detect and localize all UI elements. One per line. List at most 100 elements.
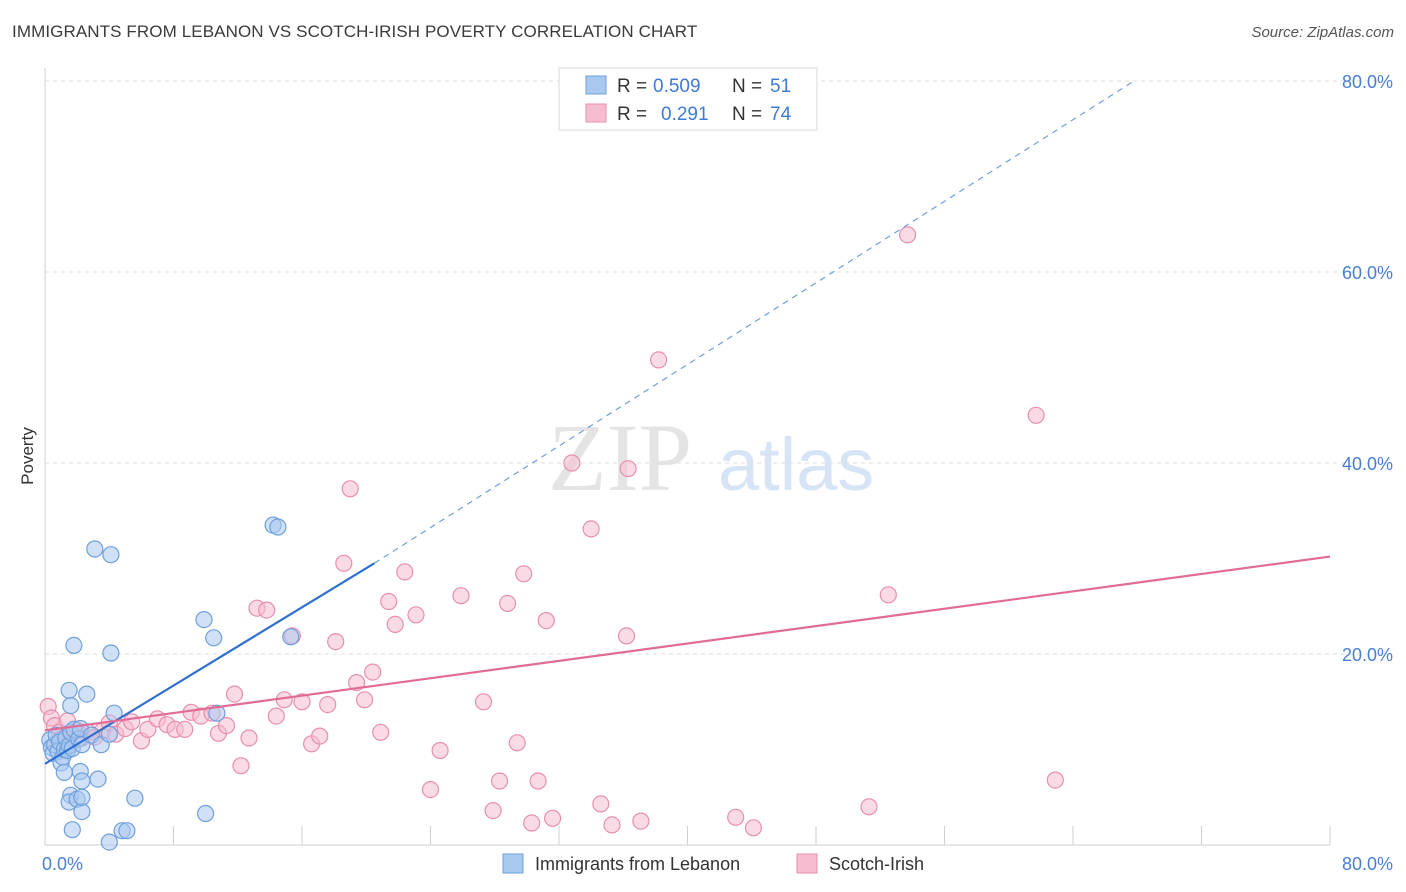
chart-title: IMMIGRANTS FROM LEBANON VS SCOTCH-IRISH … (12, 22, 698, 41)
scotch-irish-point-27 (225, 685, 244, 703)
legend-swatch-scotch-irish (585, 103, 607, 123)
scotch-irish-point-31 (258, 601, 276, 619)
y-tick-label-1: 40.0% (1342, 454, 1393, 474)
lebanon-point-37 (102, 644, 120, 662)
bottom-legend: Immigrants from Lebanon Scotch-Irish (502, 853, 924, 874)
lebanon-points (41, 516, 300, 851)
scotch-irish-points (39, 226, 1064, 837)
scotch-irish-point-71 (727, 808, 745, 826)
legend-n-label-1: N = (732, 76, 762, 97)
y-tick-label-0: 20.0% (1342, 645, 1393, 665)
lebanon-point-41 (118, 822, 136, 840)
scotch-irish-point-76 (1027, 406, 1045, 424)
lebanon-point-46 (208, 704, 226, 722)
scotch-irish-point-64 (582, 520, 600, 538)
scotch-irish-point-68 (619, 460, 637, 478)
scotch-irish-point-59 (523, 814, 541, 832)
scotch-irish-point-29 (240, 729, 258, 747)
lebanon-point-19 (78, 685, 96, 703)
lebanon-point-18 (60, 681, 78, 699)
scotch-irish-point-66 (603, 816, 621, 834)
lebanon-point-50 (100, 833, 118, 851)
scotch-irish-point-44 (364, 663, 382, 681)
scotch-irish-point-46 (380, 592, 398, 611)
scotch-irish-point-32 (267, 707, 285, 725)
scotch-irish-point-43 (356, 691, 374, 709)
scotch-irish-point-55 (491, 772, 509, 790)
scotch-irish-point-67 (617, 627, 636, 645)
lebanon-trend-line (44, 562, 375, 765)
legend-r-label-2: R = (617, 104, 647, 125)
legend-swatch-lebanon (585, 75, 607, 95)
scotch-irish-point-49 (407, 606, 425, 624)
lebanon-point-16 (55, 763, 73, 782)
scotch-irish-point-51 (431, 741, 449, 760)
lebanon-point-33 (89, 770, 107, 788)
bottom-legend-swatch-lebanon (502, 853, 524, 874)
scotch-irish-point-15 (123, 713, 141, 731)
lebanon-point-36 (102, 546, 120, 564)
lebanon-trend-extension (373, 80, 1135, 564)
scotch-irish-point-53 (474, 693, 493, 711)
scotch-irish-point-61 (537, 611, 555, 630)
scotch-irish-point-45 (372, 723, 390, 741)
legend-n-value-1: 51 (770, 76, 791, 97)
bottom-legend-label-lebanon: Immigrants from Lebanon (535, 854, 740, 874)
lebanon-point-17 (62, 696, 80, 715)
scotch-irish-point-35 (293, 693, 311, 711)
scotch-irish-point-73 (860, 798, 878, 816)
legend-n-label-2: N = (732, 104, 762, 125)
tick-labels: 20.0% 40.0% 60.0% 80.0% 0.0% 80.0% (42, 72, 1393, 874)
lebanon-point-42 (126, 789, 144, 807)
watermark: ZIP atlas (548, 404, 874, 511)
y-axis-title: Poverty (18, 427, 37, 485)
lebanon-point-48 (269, 518, 287, 536)
bottom-legend-label-scotch-irish: Scotch-Irish (829, 854, 924, 874)
scotch-irish-point-77 (1046, 771, 1064, 789)
scotch-irish-point-63 (563, 454, 581, 472)
scotch-irish-point-72 (744, 819, 763, 837)
scotch-irish-point-38 (319, 695, 337, 714)
scotch-irish-point-70 (649, 351, 668, 369)
scotch-irish-point-56 (499, 594, 517, 613)
scotch-irish-point-74 (879, 586, 897, 604)
lebanon-point-43 (195, 610, 213, 629)
y-tick-label-2: 60.0% (1342, 263, 1393, 283)
scotch-irish-point-75 (898, 226, 917, 244)
chart-source: Source: ZipAtlas.com (1251, 24, 1394, 41)
scotch-irish-point-37 (311, 727, 329, 745)
scotch-irish-point-41 (341, 480, 359, 498)
lebanon-point-29 (73, 772, 91, 790)
x-tick-label-0: 0.0% (42, 854, 83, 874)
grid-lines (45, 80, 1392, 655)
scotch-irish-point-28 (232, 757, 250, 775)
legend: R = 0.509 N = 51 R = 0.291 N = 74 (558, 67, 818, 131)
scotch-irish-point-57 (508, 734, 526, 752)
legend-r-value-1: 0.509 (653, 76, 701, 97)
scotch-irish-point-26 (217, 716, 236, 735)
scotch-irish-point-58 (515, 565, 533, 583)
lebanon-point-39 (100, 725, 118, 743)
bottom-legend-swatch-scotch-irish (796, 853, 818, 874)
scotch-irish-point-39 (327, 632, 345, 651)
scotch-irish-point-21 (176, 720, 194, 739)
legend-r-label-1: R = (617, 76, 647, 97)
scotch-irish-point-52 (452, 587, 470, 605)
lebanon-point-31 (73, 788, 91, 806)
trend-lines (44, 80, 1331, 765)
scotch-irish-point-60 (529, 772, 547, 790)
watermark-atlas: atlas (718, 423, 874, 506)
scotch-irish-point-42 (348, 673, 366, 692)
scotch-irish-point-65 (592, 795, 610, 813)
lebanon-point-30 (73, 802, 91, 821)
lebanon-point-44 (197, 804, 215, 823)
x-tick-label-1: 80.0% (1342, 854, 1393, 874)
scotch-irish-point-62 (543, 809, 562, 827)
y-tick-label-3: 80.0% (1342, 72, 1393, 92)
scotch-irish-point-48 (396, 563, 414, 581)
lebanon-point-20 (65, 636, 83, 655)
lebanon-point-23 (63, 821, 81, 839)
scotch-irish-point-47 (386, 615, 404, 634)
lebanon-point-35 (86, 540, 104, 558)
lebanon-point-49 (282, 628, 300, 646)
